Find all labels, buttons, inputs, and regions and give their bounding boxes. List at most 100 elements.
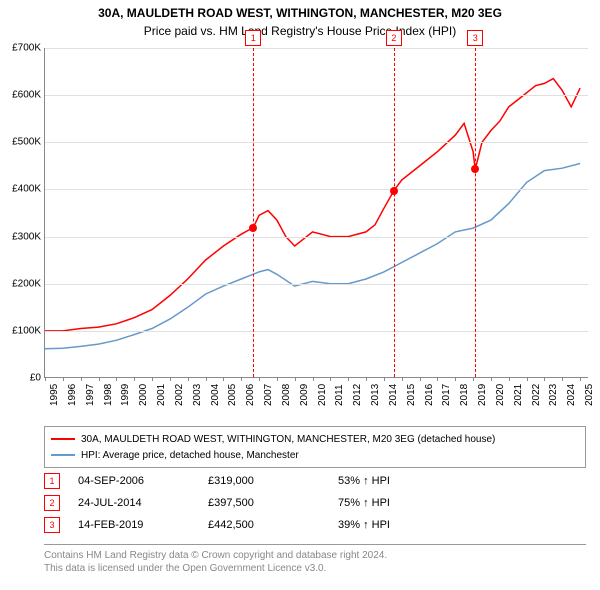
- x-tick: [277, 377, 278, 381]
- marker-dot: [390, 187, 398, 195]
- transaction-row: 314-FEB-2019£442,50039% ↑ HPI: [44, 514, 586, 536]
- x-tick-label: 2003: [192, 384, 203, 406]
- y-tick-label: £200K: [1, 278, 41, 289]
- x-tick: [437, 377, 438, 381]
- legend-swatch: [51, 454, 75, 456]
- x-tick: [259, 377, 260, 381]
- transaction-marker: 3: [44, 517, 60, 533]
- x-tick-label: 2016: [424, 384, 435, 406]
- y-tick-label: £600K: [1, 90, 41, 101]
- y-tick-label: £700K: [1, 43, 41, 54]
- x-tick: [295, 377, 296, 381]
- grid-line: [45, 95, 588, 96]
- x-tick: [152, 377, 153, 381]
- transaction-date: 04-SEP-2006: [78, 475, 208, 487]
- x-tick: [402, 377, 403, 381]
- x-tick-label: 2001: [156, 384, 167, 406]
- y-tick-label: £500K: [1, 137, 41, 148]
- x-tick-label: 2002: [174, 384, 185, 406]
- transaction-date: 24-JUL-2014: [78, 497, 208, 509]
- legend-swatch: [51, 438, 75, 440]
- x-tick-label: 2008: [281, 384, 292, 406]
- grid-line: [45, 237, 588, 238]
- x-tick-label: 2009: [299, 384, 310, 406]
- series-price_paid: [45, 79, 580, 331]
- x-tick-label: 2000: [138, 384, 149, 406]
- x-tick-label: 1996: [67, 384, 78, 406]
- grid-line: [45, 331, 588, 332]
- x-tick-label: 2011: [334, 384, 345, 406]
- chart-area: £0£100K£200K£300K£400K£500K£600K£700K199…: [44, 48, 588, 378]
- x-tick: [562, 377, 563, 381]
- grid-line: [45, 284, 588, 285]
- x-tick: [330, 377, 331, 381]
- line-layer: [45, 48, 589, 378]
- marker-line: [394, 48, 395, 377]
- y-tick-label: £0: [1, 373, 41, 384]
- transaction-date: 14-FEB-2019: [78, 519, 208, 531]
- x-tick: [366, 377, 367, 381]
- marker-dot: [249, 224, 257, 232]
- legend-row: 30A, MAULDETH ROAD WEST, WITHINGTON, MAN…: [51, 431, 579, 447]
- footer: Contains HM Land Registry data © Crown c…: [44, 544, 586, 575]
- transaction-hpi: 75% ↑ HPI: [338, 497, 438, 509]
- transaction-row: 2 24-JUL-2014£397,50075% ↑ HPI: [44, 492, 586, 514]
- x-tick-label: 2005: [227, 384, 238, 406]
- x-tick: [45, 377, 46, 381]
- legend: 30A, MAULDETH ROAD WEST, WITHINGTON, MAN…: [44, 426, 586, 468]
- x-tick: [134, 377, 135, 381]
- x-tick-label: 2004: [210, 384, 221, 406]
- x-tick: [473, 377, 474, 381]
- x-tick: [241, 377, 242, 381]
- x-tick-label: 2022: [531, 384, 542, 406]
- transaction-row: 104-SEP-2006£319,00053% ↑ HPI: [44, 470, 586, 492]
- transaction-marker: 2: [44, 495, 60, 511]
- legend-label: HPI: Average price, detached house, Manc…: [81, 450, 299, 461]
- x-tick-label: 2023: [548, 384, 559, 406]
- x-tick: [206, 377, 207, 381]
- grid-line: [45, 48, 588, 49]
- y-tick-label: £400K: [1, 184, 41, 195]
- x-tick: [81, 377, 82, 381]
- transaction-marker: 1: [44, 473, 60, 489]
- transaction-hpi: 39% ↑ HPI: [338, 519, 438, 531]
- x-tick-label: 2015: [406, 384, 417, 406]
- page: 30A, MAULDETH ROAD WEST, WITHINGTON, MAN…: [0, 0, 600, 590]
- x-tick-label: 1997: [85, 384, 96, 406]
- chart-subtitle: Price paid vs. HM Land Registry's House …: [0, 22, 600, 38]
- x-tick-label: 2020: [495, 384, 506, 406]
- grid-line: [45, 142, 588, 143]
- x-tick-label: 2007: [263, 384, 274, 406]
- x-tick-label: 2024: [566, 384, 577, 406]
- x-tick-label: 1995: [49, 384, 60, 406]
- x-tick-label: 2017: [441, 384, 452, 406]
- transaction-price: £397,500: [208, 497, 338, 509]
- x-tick: [580, 377, 581, 381]
- y-tick-label: £100K: [1, 325, 41, 336]
- x-tick: [544, 377, 545, 381]
- x-tick: [491, 377, 492, 381]
- grid-line: [45, 189, 588, 190]
- transactions-table: 104-SEP-2006£319,00053% ↑ HPI224-JUL-201…: [44, 470, 586, 536]
- marker-line: [253, 48, 254, 377]
- x-tick: [527, 377, 528, 381]
- x-tick-label: 2019: [477, 384, 488, 406]
- x-tick: [455, 377, 456, 381]
- x-tick-label: 2010: [317, 384, 328, 406]
- marker-box: 1: [245, 30, 261, 46]
- marker-dot: [471, 165, 479, 173]
- y-tick-label: £300K: [1, 231, 41, 242]
- x-tick: [99, 377, 100, 381]
- footer-line-2: This data is licensed under the Open Gov…: [44, 562, 586, 575]
- transaction-price: £319,000: [208, 475, 338, 487]
- footer-line-1: Contains HM Land Registry data © Crown c…: [44, 549, 586, 562]
- x-tick: [313, 377, 314, 381]
- x-tick-label: 2012: [352, 384, 363, 406]
- legend-label: 30A, MAULDETH ROAD WEST, WITHINGTON, MAN…: [81, 434, 495, 445]
- marker-line: [475, 48, 476, 377]
- x-tick: [188, 377, 189, 381]
- x-tick-label: 2021: [513, 384, 524, 406]
- x-tick: [223, 377, 224, 381]
- x-tick-label: 1998: [103, 384, 114, 406]
- x-tick: [420, 377, 421, 381]
